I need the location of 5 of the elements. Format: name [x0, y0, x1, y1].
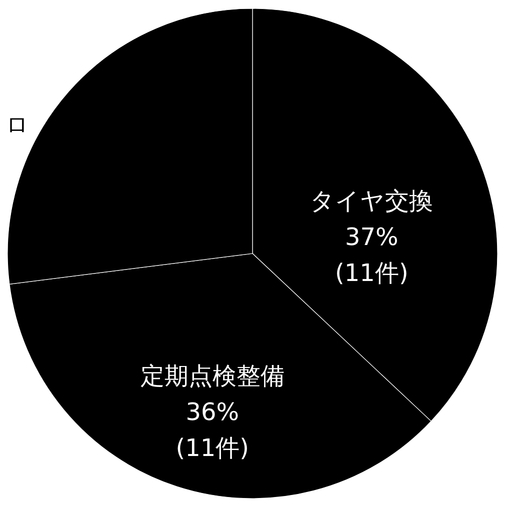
- slice-label: タイヤ交換: [310, 186, 434, 215]
- data-label: 37% (11件): [335, 222, 408, 287]
- slice-label: 定期点検整備: [140, 362, 284, 390]
- data-label: 36% (11件): [176, 398, 250, 462]
- text: ロ: [6, 113, 29, 138]
